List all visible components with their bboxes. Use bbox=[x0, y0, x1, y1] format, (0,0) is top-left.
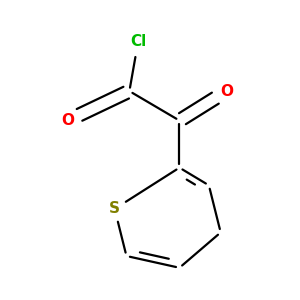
Text: Cl: Cl bbox=[130, 34, 146, 49]
Text: S: S bbox=[109, 201, 120, 216]
Text: O: O bbox=[61, 113, 74, 128]
Text: O: O bbox=[220, 84, 233, 99]
